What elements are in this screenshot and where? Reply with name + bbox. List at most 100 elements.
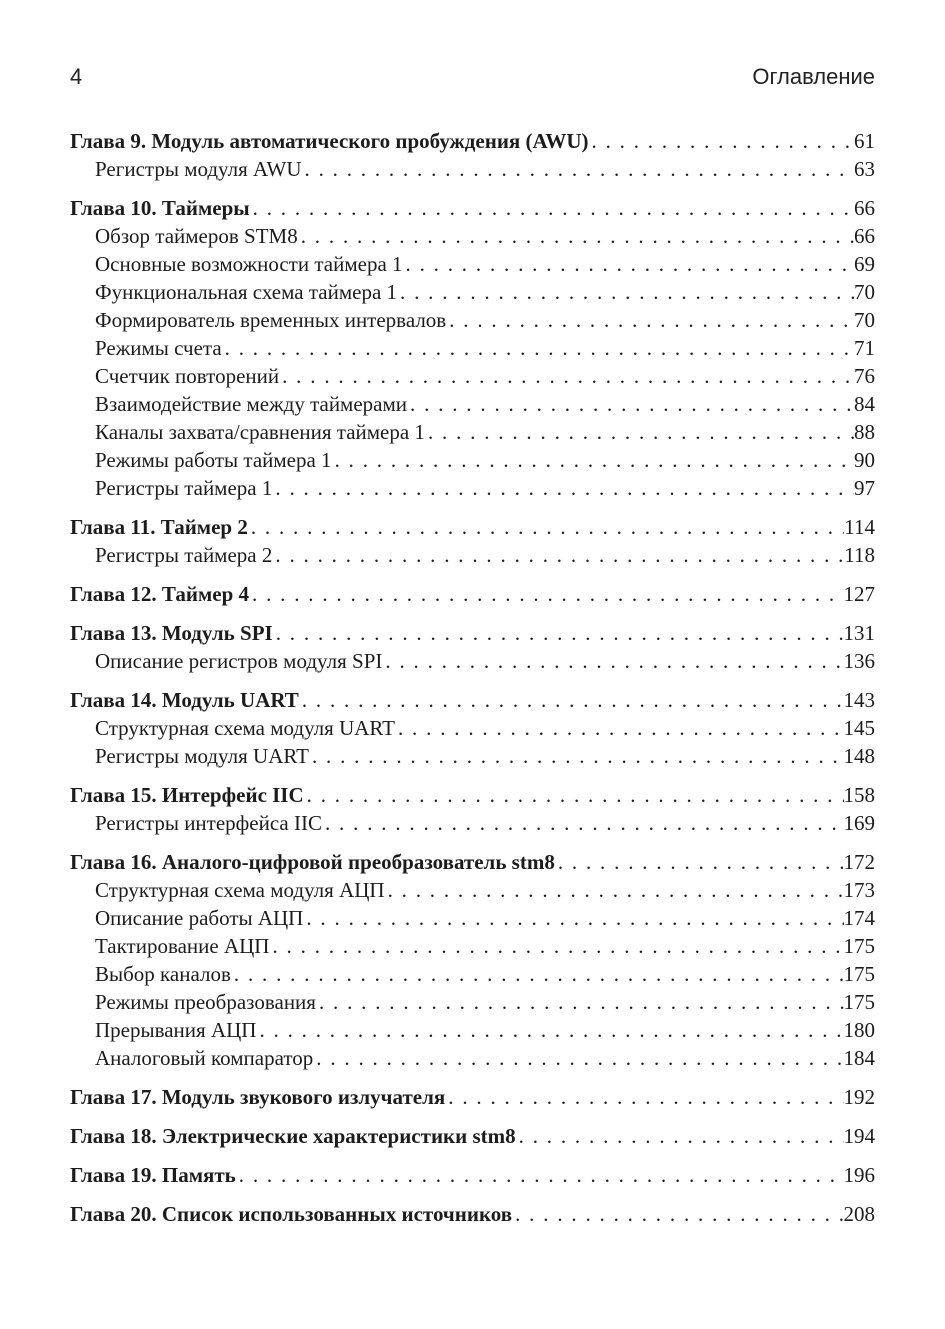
toc-entry-label: Обзор таймеров STM8: [95, 224, 298, 248]
toc-entry-label: Основные возможности таймера 1: [95, 252, 403, 276]
dot-leader: [306, 904, 843, 932]
toc-entry: Режимы работы таймера 1 90: [70, 446, 875, 474]
toc-entry: Глава 19. Память 196: [70, 1161, 875, 1189]
toc-entry-label: Регистры таймера 2: [95, 543, 273, 567]
toc-entry: Структурная схема модуля АЦП 173: [70, 876, 875, 904]
toc-entry: Глава 18. Электрические характеристики s…: [70, 1122, 875, 1150]
dot-leader: [316, 1044, 843, 1072]
dot-leader: [275, 474, 854, 502]
toc-entry-label: Режимы работы таймера 1: [95, 448, 332, 472]
dot-leader: [253, 194, 854, 222]
toc-entry-label: Глава 16. Аналого-цифровой преобразовате…: [70, 850, 555, 874]
toc-entry: Формирователь временных интервалов 70: [70, 306, 875, 334]
toc-entry: Взаимодействие между таймерами 84: [70, 390, 875, 418]
page-number: 4: [70, 64, 83, 89]
toc-entry: Глава 11. Таймер 2 114: [70, 513, 875, 541]
dot-leader: [406, 250, 854, 278]
toc-entry-page: 184: [843, 1046, 876, 1070]
toc-entry: Глава 12. Таймер 4 127: [70, 580, 875, 608]
toc-entry-page: 76: [854, 364, 875, 388]
toc-entry-page: 127: [843, 582, 876, 606]
toc-entry-page: 118: [844, 543, 875, 567]
toc-entry: Аналоговый компаратор 184: [70, 1044, 875, 1072]
dot-leader: [259, 1016, 843, 1044]
toc-entry-label: Глава 14. Модуль UART: [70, 688, 299, 712]
toc-entry: Регистры модуля AWU 63: [70, 155, 875, 183]
toc-entry: Основные возможности таймера 1 69: [70, 250, 875, 278]
dot-leader: [400, 278, 854, 306]
toc-entry-label: Регистры интерфейса IIC: [95, 811, 322, 835]
toc-entry-label: Глава 10. Таймеры: [70, 196, 250, 220]
toc-entry-label: Глава 9. Модуль автоматического пробужде…: [70, 129, 589, 153]
dot-leader: [252, 580, 843, 608]
toc-entry-page: 173: [843, 878, 876, 902]
toc-entry-page: 114: [844, 515, 875, 539]
toc-entry-label: Регистры модуля AWU: [95, 157, 302, 181]
toc-entry: Глава 14. Модуль UART 143: [70, 686, 875, 714]
toc-entry: Выбор каналов 175: [70, 960, 875, 988]
dot-leader: [282, 362, 854, 390]
dot-leader: [410, 390, 854, 418]
toc-entry-label: Тактирование АЦП: [95, 934, 270, 958]
toc-entry-page: 63: [854, 157, 875, 181]
dot-leader: [312, 742, 844, 770]
dot-leader: [305, 155, 855, 183]
dot-leader: [319, 988, 844, 1016]
toc-entry: Глава 9. Модуль автоматического пробужде…: [70, 127, 875, 155]
toc-entry: Глава 15. Интерфейс IIC 158: [70, 781, 875, 809]
toc-entry-label: Глава 18. Электрические характеристики s…: [70, 1124, 516, 1148]
running-head-title: Оглавление: [752, 64, 875, 89]
toc-entry: Тактирование АЦП 175: [70, 932, 875, 960]
toc-entry-label: Глава 17. Модуль звукового излучателя: [70, 1085, 446, 1109]
toc-entry-page: 84: [854, 392, 875, 416]
toc-entry-page: 69: [854, 252, 875, 276]
toc-entry-label: Аналоговый компаратор: [95, 1046, 314, 1070]
toc-entry: Режимы преобразования 175: [70, 988, 875, 1016]
toc-entry-page: 88: [854, 420, 875, 444]
toc-entry: Режимы счета 71: [70, 334, 875, 362]
toc-entry-page: 158: [843, 783, 876, 807]
dot-leader: [251, 513, 844, 541]
toc-entry: Регистры модуля UART 148: [70, 742, 875, 770]
toc-entry-page: 145: [843, 716, 876, 740]
toc-entry-page: 172: [843, 850, 876, 874]
toc-entry: Счетчик повторений 76: [70, 362, 875, 390]
toc-entry-page: 208: [843, 1202, 876, 1226]
toc-entry-label: Структурная схема модуля АЦП: [95, 878, 385, 902]
toc-entry-page: 90: [854, 448, 875, 472]
toc-entry-label: Регистры таймера 1: [95, 476, 273, 500]
toc-entry: Глава 16. Аналого-цифровой преобразовате…: [70, 848, 875, 876]
toc-entry-label: Режимы преобразования: [95, 990, 316, 1014]
toc-entry-label: Глава 15. Интерфейс IIC: [70, 783, 304, 807]
toc-entry-page: 70: [854, 280, 875, 304]
toc-entry-label: Описание работы АЦП: [95, 906, 304, 930]
dot-leader: [398, 714, 844, 742]
dot-leader: [275, 541, 844, 569]
running-header: 4 Оглавление: [70, 64, 875, 90]
dot-leader: [449, 306, 854, 334]
dot-leader: [239, 1161, 844, 1189]
dot-leader: [234, 960, 844, 988]
toc-entry: Описание работы АЦП 174: [70, 904, 875, 932]
toc-entry: Глава 13. Модуль SPI 131: [70, 619, 875, 647]
toc-entry: Обзор таймеров STM8 66: [70, 222, 875, 250]
dot-leader: [301, 222, 854, 250]
toc-entry-page: 148: [843, 744, 876, 768]
toc-entry-page: 174: [843, 906, 876, 930]
toc-entry-label: Каналы захвата/сравнения таймера 1: [95, 420, 425, 444]
toc-entry-page: 71: [854, 336, 875, 360]
toc-entry-page: 180: [843, 1018, 876, 1042]
dot-leader: [276, 619, 844, 647]
toc-entry-page: 192: [843, 1085, 876, 1109]
toc-entry-page: 194: [843, 1124, 876, 1148]
toc-entry-label: Глава 11. Таймер 2: [70, 515, 248, 539]
toc-entry-label: Структурная схема модуля UART: [95, 716, 395, 740]
toc-entry-page: 143: [843, 688, 876, 712]
toc-entry-label: Глава 20. Список использованных источник…: [70, 1202, 513, 1226]
dot-leader: [428, 418, 854, 446]
toc-entry-page: 175: [843, 990, 876, 1014]
dot-leader: [335, 446, 854, 474]
toc-entry-label: Глава 12. Таймер 4: [70, 582, 250, 606]
toc-entry-page: 169: [843, 811, 876, 835]
